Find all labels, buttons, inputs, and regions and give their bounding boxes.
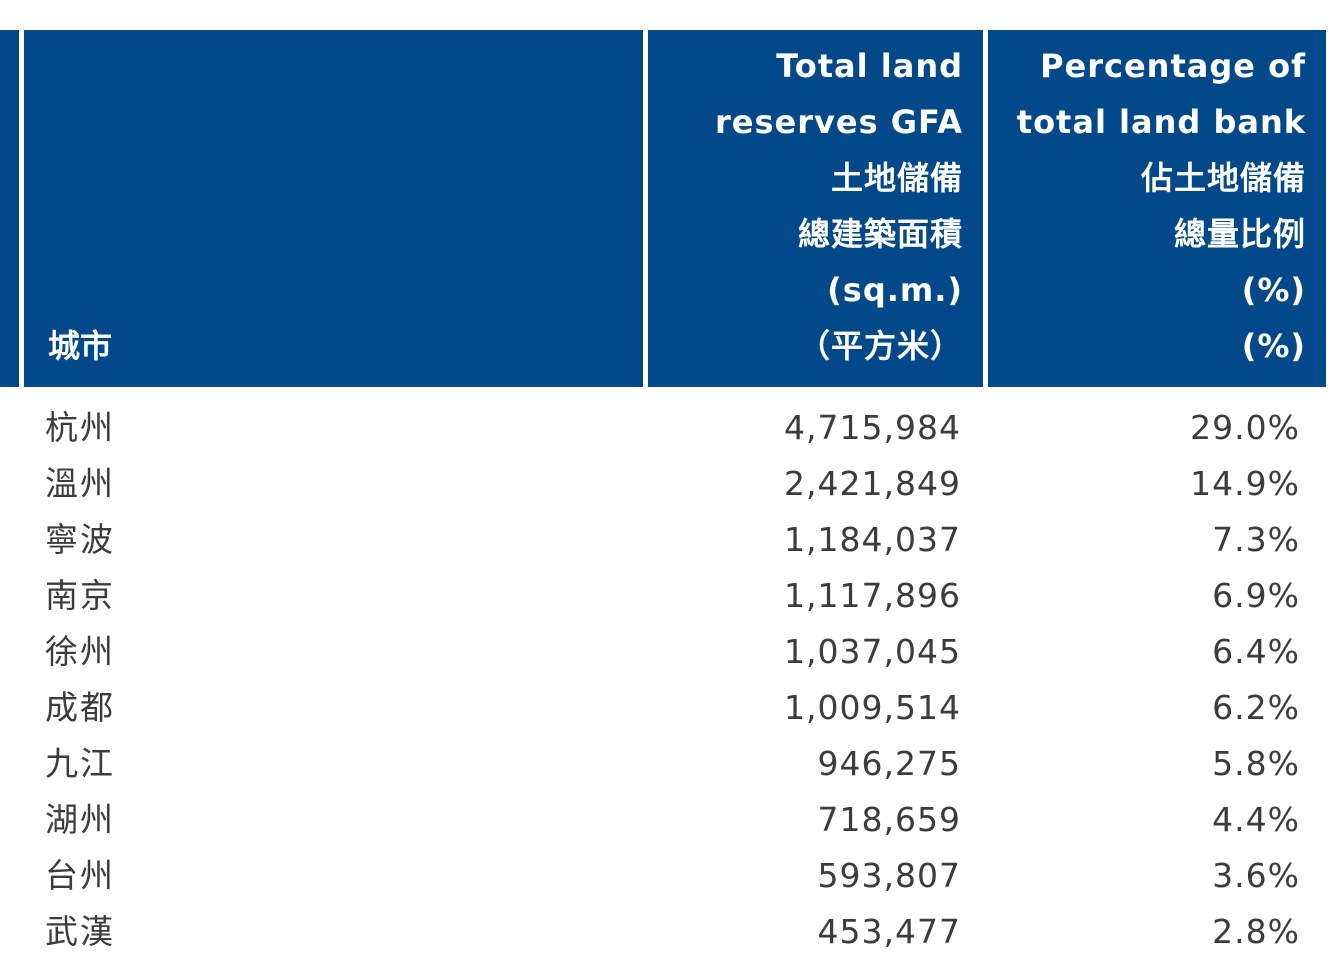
table-row: 武漢 453,477 2.8% <box>0 904 1334 960</box>
city-cell: 武漢 <box>45 912 115 951</box>
header-gfa-line: (sq.m.) <box>827 271 963 309</box>
table-row: 台州 593,807 3.6% <box>0 848 1334 904</box>
city-cell: 湖州 <box>45 800 115 839</box>
gfa-cell: 1,117,896 <box>784 576 961 615</box>
gfa-cell: 1,009,514 <box>784 688 961 727</box>
city-cell: 杭州 <box>45 408 115 447</box>
header-gfa-line: 土地儲備 <box>830 159 963 197</box>
header-pct-label: Percentage of total land bank 佔土地儲備 總量比例… <box>1017 38 1306 374</box>
gfa-cell: 946,275 <box>817 744 961 783</box>
header-stub <box>0 30 19 387</box>
percentage-cell: 5.8% <box>1212 744 1300 783</box>
city-cell: 南京 <box>45 576 115 615</box>
gfa-cell: 718,659 <box>817 800 961 839</box>
percentage-cell: 4.4% <box>1212 800 1300 839</box>
percentage-cell: 6.9% <box>1212 576 1300 615</box>
header-pct-cell: Percentage of total land bank 佔土地儲備 總量比例… <box>988 30 1326 387</box>
percentage-cell: 6.2% <box>1212 688 1300 727</box>
percentage-cell: 29.0% <box>1190 408 1300 447</box>
header-gfa-line: reserves GFA <box>715 103 963 141</box>
city-cell: 九江 <box>45 744 115 783</box>
header-gfa-line: Total land <box>776 47 963 85</box>
city-cell: 寧波 <box>45 520 115 559</box>
header-pct-line: 佔土地儲備 <box>1140 159 1306 197</box>
percentage-cell: 14.9% <box>1190 464 1300 503</box>
gfa-cell: 593,807 <box>817 856 961 895</box>
gfa-cell: 4,715,984 <box>784 408 961 447</box>
table-row: 徐州 1,037,045 6.4% <box>0 624 1334 680</box>
header-gfa-line: 總建築面積 <box>797 215 963 253</box>
header-gfa-label: Total land reserves GFA 土地儲備 總建築面積 (sq.m… <box>715 38 963 374</box>
percentage-cell: 3.6% <box>1212 856 1300 895</box>
table-row: 南京 1,117,896 6.9% <box>0 568 1334 624</box>
table-body: 杭州 4,715,984 29.0% 溫州 2,421,849 14.9% 寧波… <box>0 400 1334 960</box>
header-pct-line: Percentage of <box>1040 47 1306 85</box>
header-pct-line: total land bank <box>1016 103 1306 141</box>
percentage-cell: 6.4% <box>1212 632 1300 671</box>
gfa-cell: 1,184,037 <box>784 520 961 559</box>
gfa-cell: 1,037,045 <box>784 632 961 671</box>
percentage-cell: 2.8% <box>1212 912 1300 951</box>
gfa-cell: 453,477 <box>817 912 961 951</box>
header-pct-line: 總量比例 <box>1173 215 1306 253</box>
city-cell: 徐州 <box>45 632 115 671</box>
gfa-cell: 2,421,849 <box>784 464 961 503</box>
header-city-cell: 城市 <box>24 30 643 387</box>
city-cell: 成都 <box>45 688 115 727</box>
header-city-label: 城市 <box>48 327 113 365</box>
city-cell: 溫州 <box>45 464 115 503</box>
percentage-cell: 7.3% <box>1212 520 1300 559</box>
header-gfa-cell: Total land reserves GFA 土地儲備 總建築面積 (sq.m… <box>648 30 983 387</box>
table-row: 湖州 718,659 4.4% <box>0 792 1334 848</box>
table-row: 寧波 1,184,037 7.3% <box>0 512 1334 568</box>
city-cell: 台州 <box>45 856 115 895</box>
table-row: 杭州 4,715,984 29.0% <box>0 400 1334 456</box>
table-row: 成都 1,009,514 6.2% <box>0 680 1334 736</box>
header-pct-line: (%) <box>1241 271 1306 309</box>
header-gfa-line: （平方米） <box>797 327 963 365</box>
table-row: 九江 946,275 5.8% <box>0 736 1334 792</box>
table-row: 溫州 2,421,849 14.9% <box>0 456 1334 512</box>
header-pct-line: (%) <box>1241 327 1306 365</box>
